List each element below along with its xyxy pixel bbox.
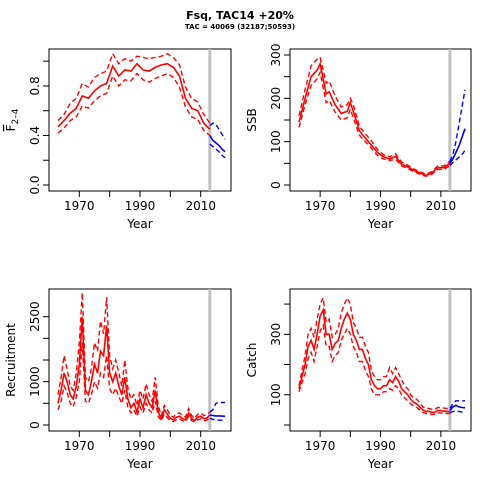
ssb-panel: 1970 1990 2010 0 100 200 300 Year SSB (245, 44, 472, 231)
projection-median-line (449, 404, 466, 412)
y-tick-label: 200 (269, 87, 283, 110)
history-upper-line (298, 56, 451, 175)
projection-upper-line (449, 400, 465, 409)
x-tick-label: 2010 (185, 199, 216, 213)
projection-upper-line (449, 89, 466, 162)
y-axis-label: Catch (245, 343, 259, 378)
y-axis-label: Recruitment (4, 323, 18, 397)
y-tick-label: 2500 (28, 301, 42, 332)
y-tick-label: 0.0 (28, 175, 42, 194)
projection-median-line (209, 414, 226, 418)
history-median-line (57, 62, 211, 130)
history-median-line (298, 307, 450, 414)
x-tick-label: 1990 (125, 439, 156, 453)
x-tick-label: 1990 (365, 199, 396, 213)
y-axis-label-subscript: 2–4 (11, 108, 21, 124)
x-axis-label: Year (367, 217, 393, 231)
projection-median-line (209, 135, 226, 153)
history-median-line (298, 61, 451, 177)
history-upper-line (298, 295, 450, 410)
plot-frame (289, 288, 472, 432)
y-tick-label: 1000 (28, 366, 42, 397)
y-tick-label: 0.4 (28, 126, 42, 145)
history-median-line (57, 316, 211, 422)
y-tick-label: 300 (269, 44, 283, 67)
history-lower-line (298, 322, 450, 416)
history-upper-line (57, 292, 211, 420)
y-tick-label: 0 (28, 421, 42, 429)
x-axis-label: Year (367, 457, 393, 471)
x-axis-label: Year (126, 217, 152, 231)
projection-lower-line (209, 417, 225, 421)
recruitment-panel: 1970 1990 2010 0 1000 2500 Year Recruitment (4, 288, 232, 471)
projection-median-line (449, 128, 466, 164)
x-tick-label: 2010 (185, 439, 216, 453)
figure-subtitle: TAC = 40069 (32187;50593) (184, 23, 296, 31)
y-tick-label: 100 (269, 130, 283, 153)
plot-frame (48, 288, 232, 432)
x-tick-label: 2010 (426, 199, 457, 213)
f-panel: 1970 1990 2010 0.0 0.4 0.8 Year F2–4 (4, 48, 232, 231)
catch-panel: 1970 1990 2010 100 300 Year Catch (245, 288, 472, 471)
x-tick-label: 1990 (365, 439, 396, 453)
y-axis-label: F2–4 (4, 108, 21, 131)
plot-frame (48, 48, 232, 192)
history-upper-line (57, 52, 211, 124)
x-axis-label: Year (126, 457, 152, 471)
y-axis-label: SSB (245, 108, 259, 131)
projection-lower-line (449, 149, 466, 166)
history-lower-line (298, 70, 451, 178)
x-tick-label: 1970 (64, 439, 95, 453)
y-tick-label: 100 (269, 383, 283, 406)
x-tick-label: 1990 (125, 199, 156, 213)
x-tick-label: 1970 (64, 199, 95, 213)
y-axis-label-main: F (4, 124, 18, 131)
projection-upper-line (209, 401, 225, 413)
x-tick-label: 1970 (305, 199, 336, 213)
history-lower-line (57, 72, 211, 137)
x-tick-label: 2010 (426, 439, 457, 453)
figure-title: Fsq, TAC14 +20% (186, 9, 294, 22)
projection-upper-line (209, 122, 226, 140)
history-lower-line (57, 342, 211, 423)
y-tick-label: 0 (269, 181, 283, 189)
y-tick-label: 0.8 (28, 76, 42, 95)
projection-lower-line (209, 143, 226, 159)
x-tick-label: 1970 (305, 439, 336, 453)
y-tick-label: 300 (269, 323, 283, 346)
projection-lower-line (449, 410, 465, 414)
